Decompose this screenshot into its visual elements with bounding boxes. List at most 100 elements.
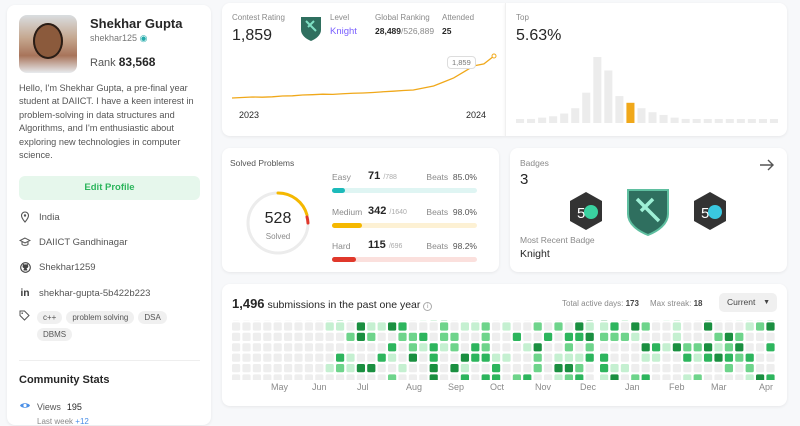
- heatmap-cell[interactable]: [600, 364, 608, 372]
- heatmap-cell[interactable]: [315, 364, 323, 372]
- heatmap-cell[interactable]: [471, 374, 479, 380]
- heatmap-cell[interactable]: [315, 354, 323, 362]
- heatmap-cell[interactable]: [305, 343, 313, 351]
- heatmap-cell[interactable]: [482, 374, 490, 380]
- heatmap-cell[interactable]: [652, 333, 660, 341]
- heatmap-cell[interactable]: [367, 374, 375, 380]
- heatmap-cell[interactable]: [631, 354, 639, 362]
- heatmap-cell[interactable]: [662, 322, 670, 330]
- heatmap-cell[interactable]: [766, 322, 774, 330]
- heatmap-cell[interactable]: [419, 333, 427, 341]
- heatmap-cell[interactable]: [388, 343, 396, 351]
- heatmap-cell[interactable]: [315, 322, 323, 330]
- tag-dsa[interactable]: DSA: [138, 311, 166, 324]
- heatmap-cell[interactable]: [683, 374, 691, 380]
- heatmap-cell[interactable]: [565, 322, 573, 330]
- heatmap-cell[interactable]: [336, 364, 344, 372]
- heatmap-cell[interactable]: [544, 322, 552, 330]
- heatmap-cell[interactable]: [482, 343, 490, 351]
- heatmap-cell[interactable]: [346, 354, 354, 362]
- heatmap-cell[interactable]: [523, 322, 531, 330]
- heatmap-cell[interactable]: [502, 333, 510, 341]
- heatmap-cell[interactable]: [621, 343, 629, 351]
- heatmap-cell[interactable]: [714, 364, 722, 372]
- heatmap-cell[interactable]: [274, 364, 282, 372]
- heatmap-cell[interactable]: [367, 364, 375, 372]
- heatmap-cell[interactable]: [766, 343, 774, 351]
- heatmap-cell[interactable]: [294, 322, 302, 330]
- heatmap-cell[interactable]: [534, 374, 542, 380]
- heatmap-cell[interactable]: [336, 343, 344, 351]
- heatmap-cell[interactable]: [461, 364, 469, 372]
- heatmap-cell[interactable]: [232, 374, 240, 380]
- heatmap-cell[interactable]: [534, 333, 542, 341]
- heatmap-cell[interactable]: [263, 374, 271, 380]
- heatmap-cell[interactable]: [662, 354, 670, 362]
- heatmap-cell[interactable]: [461, 333, 469, 341]
- heatmap-cell[interactable]: [398, 364, 406, 372]
- heatmap-cell[interactable]: [652, 374, 660, 380]
- heatmap-cell[interactable]: [284, 374, 292, 380]
- heatmap-cell[interactable]: [600, 333, 608, 341]
- heatmap-cell[interactable]: [398, 374, 406, 380]
- heatmap-cell[interactable]: [430, 364, 438, 372]
- heatmap-cell[interactable]: [610, 333, 618, 341]
- heatmap-cell[interactable]: [502, 374, 510, 380]
- heatmap-cell[interactable]: [502, 322, 510, 330]
- heatmap-cell[interactable]: [725, 322, 733, 330]
- heatmap-cell[interactable]: [631, 374, 639, 380]
- heatmap-cell[interactable]: [367, 322, 375, 330]
- heatmap-cell[interactable]: [544, 354, 552, 362]
- heatmap-cell[interactable]: [704, 364, 712, 372]
- heatmap-cell[interactable]: [294, 354, 302, 362]
- heatmap-cell[interactable]: [565, 374, 573, 380]
- heatmap-cell[interactable]: [600, 343, 608, 351]
- arrow-right-icon[interactable]: [759, 158, 775, 177]
- heatmap-cell[interactable]: [766, 364, 774, 372]
- heatmap-cell[interactable]: [704, 374, 712, 380]
- heatmap-cell[interactable]: [315, 333, 323, 341]
- heatmap-cell[interactable]: [565, 333, 573, 341]
- heatmap-cell[interactable]: [631, 364, 639, 372]
- heatmap-cell[interactable]: [746, 343, 754, 351]
- heatmap-cell[interactable]: [600, 354, 608, 362]
- heatmap-cell[interactable]: [714, 333, 722, 341]
- heatmap-cell[interactable]: [242, 374, 250, 380]
- heatmap-cell[interactable]: [756, 322, 764, 330]
- heatmap-cell[interactable]: [735, 364, 743, 372]
- heatmap-cell[interactable]: [725, 374, 733, 380]
- heatmap-cell[interactable]: [586, 374, 594, 380]
- heatmap-cell[interactable]: [492, 364, 500, 372]
- heatmap-cell[interactable]: [398, 333, 406, 341]
- heatmap-cell[interactable]: [621, 374, 629, 380]
- heatmap-cell[interactable]: [284, 343, 292, 351]
- heatmap-cell[interactable]: [704, 322, 712, 330]
- heatmap-cell[interactable]: [419, 354, 427, 362]
- heatmap-cell[interactable]: [346, 364, 354, 372]
- heatmap-cell[interactable]: [305, 333, 313, 341]
- heatmap-cell[interactable]: [253, 364, 261, 372]
- heatmap-cell[interactable]: [326, 374, 334, 380]
- heatmap-cell[interactable]: [378, 343, 386, 351]
- heatmap-cell[interactable]: [621, 333, 629, 341]
- heatmap-cell[interactable]: [440, 343, 448, 351]
- heatmap-cell[interactable]: [388, 374, 396, 380]
- heatmap-cell[interactable]: [482, 322, 490, 330]
- heatmap-cell[interactable]: [492, 343, 500, 351]
- heatmap-cell[interactable]: [735, 374, 743, 380]
- heatmap-cell[interactable]: [326, 364, 334, 372]
- heatmap-cell[interactable]: [621, 322, 629, 330]
- heatmap-cell[interactable]: [315, 374, 323, 380]
- heatmap-cell[interactable]: [430, 333, 438, 341]
- heatmap-cell[interactable]: [714, 322, 722, 330]
- heatmap-cell[interactable]: [398, 343, 406, 351]
- heatmap-cell[interactable]: [642, 374, 650, 380]
- heatmap-cell[interactable]: [409, 374, 417, 380]
- heatmap-cell[interactable]: [232, 333, 240, 341]
- heatmap-cell[interactable]: [471, 343, 479, 351]
- heatmap-cell[interactable]: [714, 343, 722, 351]
- heatmap-cell[interactable]: [694, 364, 702, 372]
- heatmap-cell[interactable]: [735, 354, 743, 362]
- heatmap-cell[interactable]: [714, 354, 722, 362]
- heatmap-cell[interactable]: [766, 374, 774, 380]
